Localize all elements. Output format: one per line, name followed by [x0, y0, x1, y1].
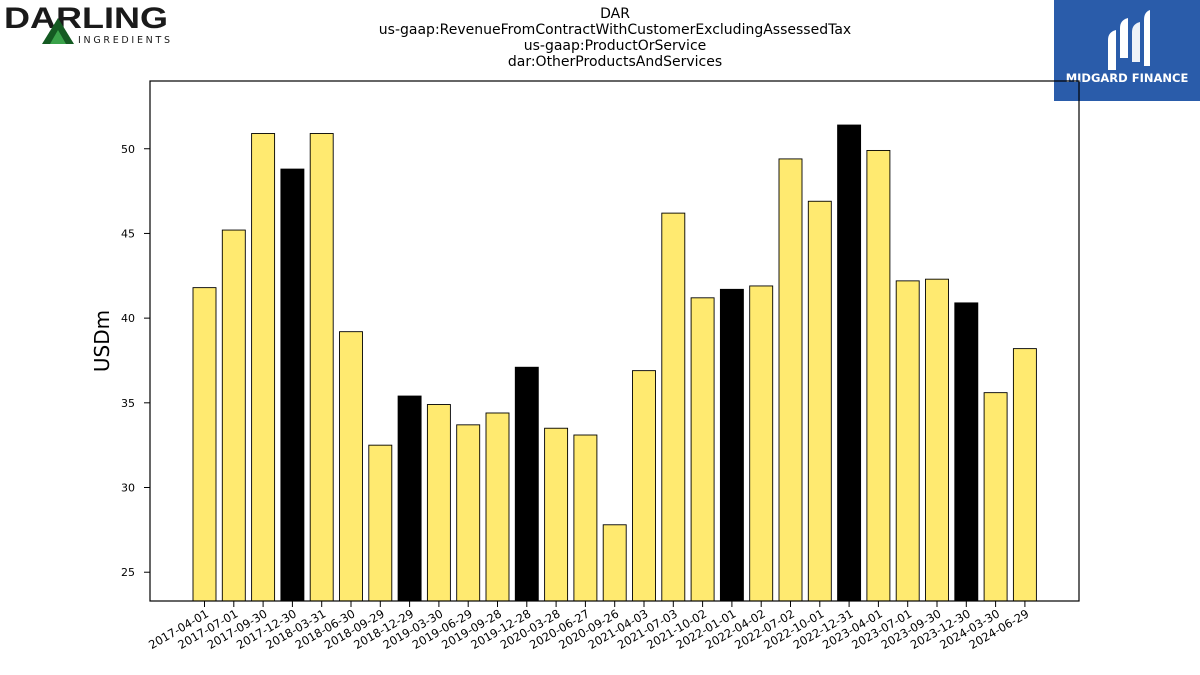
bar-2022-07-02 — [778, 158, 803, 602]
bar-2022-10-01 — [807, 200, 832, 602]
midgard-finance-logo: MIDGARD FINANCE — [1054, 0, 1200, 101]
midgard-logo-mark — [1108, 10, 1150, 70]
bar-2022-12-31 — [837, 124, 862, 602]
bar-2018-12-29 — [397, 395, 422, 602]
darling-logo-triangle-highlight — [50, 30, 66, 44]
chart-title-block: DAR us-gaap:RevenueFromContractWithCusto… — [300, 6, 930, 70]
x-axis: 2017-04-012017-07-012017-09-302017-12-30… — [146, 601, 1031, 652]
bar-2019-09-28 — [485, 412, 510, 602]
chart-title-member: dar:OtherProductsAndServices — [507, 54, 723, 70]
bar-2021-04-03 — [632, 370, 656, 602]
darling-logo-word: DARLING — [4, 2, 168, 35]
darling-logo-subword: INGREDIENTS — [78, 35, 170, 46]
bar-2018-09-29 — [368, 444, 393, 602]
bar-2023-04-01 — [866, 149, 891, 602]
y-tick-label: 40 — [121, 312, 135, 325]
bar-2024-06-29 — [1012, 348, 1037, 602]
y-tick-label: 25 — [121, 566, 135, 579]
bar-2019-12-28 — [514, 366, 539, 602]
chart-title-ticker: DAR — [600, 6, 630, 22]
bar-2023-07-01 — [895, 280, 920, 602]
bar-2017-09-30 — [251, 133, 276, 602]
bar-2023-09-30 — [925, 278, 949, 602]
bar-2022-04-02 — [749, 285, 774, 602]
y-tick-label: 50 — [121, 143, 135, 156]
y-axis-title: USDm — [90, 310, 114, 372]
bar-2017-04-01 — [192, 287, 217, 602]
bar-2024-03-30 — [983, 392, 1008, 602]
bar-2018-03-31 — [309, 133, 334, 602]
bar-2019-03-30 — [426, 404, 451, 602]
bar-2022-01-01 — [719, 288, 744, 602]
bar-2021-07-03 — [661, 212, 686, 602]
bar-2020-06-27 — [573, 434, 598, 602]
bar-2017-12-30 — [280, 168, 305, 602]
midgard-logo-word: MIDGARD FINANCE — [1066, 71, 1189, 85]
bars-group — [192, 124, 1037, 602]
y-tick-label: 30 — [121, 482, 135, 495]
bar-2018-06-30 — [339, 331, 363, 602]
y-tick-label: 45 — [121, 227, 135, 240]
bar-2019-06-29 — [456, 424, 481, 602]
bar-2023-12-30 — [954, 302, 979, 602]
chart-title-concept: us-gaap:RevenueFromContractWithCustomerE… — [378, 22, 852, 38]
y-axis: 25 30 35 40 45 50 — [121, 143, 150, 579]
bar-2020-09-26 — [602, 524, 627, 602]
chart-title-axis: us-gaap:ProductOrService — [523, 38, 707, 54]
bar-2020-03-28 — [544, 427, 569, 602]
y-tick-label: 35 — [121, 397, 135, 410]
bar-2017-07-01 — [221, 229, 246, 602]
bar-2021-10-02 — [690, 297, 715, 602]
darling-ingredients-logo: DARLING INGREDIENTS — [4, 2, 170, 46]
